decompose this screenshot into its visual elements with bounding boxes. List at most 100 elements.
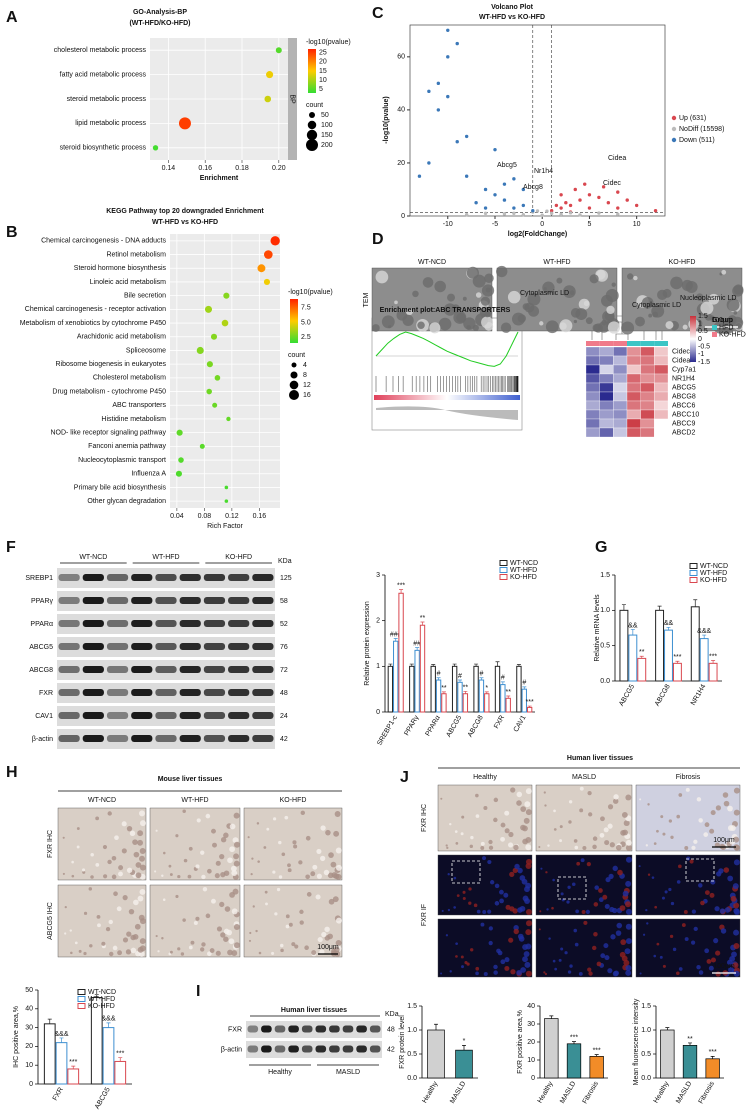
texture <box>730 895 737 902</box>
y-tick-label: Chemical carcinogenesis - DNA adducts <box>41 238 166 245</box>
texture <box>623 820 630 827</box>
bar <box>699 638 709 682</box>
texture <box>475 814 480 818</box>
texture <box>90 852 94 857</box>
texture <box>729 955 736 962</box>
heatmap-cell <box>626 382 641 393</box>
texture <box>440 797 443 800</box>
texture <box>64 932 67 935</box>
texture <box>231 908 238 915</box>
x-tick-label: 0.12 <box>225 513 239 520</box>
y-tick-label: 30 <box>25 1024 33 1031</box>
texture <box>76 845 80 849</box>
dot <box>214 375 221 381</box>
texture <box>82 870 86 874</box>
texture <box>154 870 157 873</box>
texture <box>560 892 564 896</box>
texture <box>524 961 531 968</box>
point <box>616 212 620 216</box>
texture <box>723 800 730 807</box>
image-annotation: Cytoplasmic LD <box>520 290 569 297</box>
texture <box>320 825 326 831</box>
texture <box>468 887 472 891</box>
texture <box>155 934 158 938</box>
texture <box>585 909 590 914</box>
significance: * <box>463 1038 466 1045</box>
blot-band <box>82 666 104 673</box>
texture <box>334 811 341 817</box>
texture <box>718 868 724 874</box>
dot <box>266 71 274 79</box>
texture <box>715 805 722 811</box>
dot <box>223 292 230 299</box>
texture <box>714 906 720 912</box>
texture <box>139 938 146 945</box>
texture <box>118 865 124 871</box>
texture <box>137 946 144 953</box>
texture <box>647 873 651 876</box>
texture <box>74 941 78 945</box>
y-tick-label: 30 <box>527 1021 535 1028</box>
texture <box>205 913 211 919</box>
legend-label: 16 <box>303 392 311 399</box>
x-tick-label: 10 <box>633 221 641 228</box>
texture <box>335 939 342 946</box>
texture <box>729 838 736 845</box>
blot-band <box>58 689 80 696</box>
heatmap-cell <box>613 427 628 438</box>
group-bar <box>640 341 655 346</box>
texture <box>684 937 689 942</box>
texture <box>641 296 654 309</box>
blot-band <box>131 643 153 650</box>
texture <box>525 862 532 869</box>
bar <box>672 662 682 682</box>
heatmap-cell <box>640 355 655 366</box>
dot <box>152 145 159 151</box>
texture <box>616 922 623 929</box>
y-tick-label: 0.5 <box>600 643 610 650</box>
texture <box>211 898 216 904</box>
heatmap-cell <box>613 382 628 393</box>
texture <box>455 942 458 946</box>
texture <box>122 895 128 901</box>
legend-label: 8 <box>303 372 307 379</box>
legend-label: 4 <box>303 362 307 369</box>
legend-label: 12 <box>303 382 311 389</box>
texture <box>642 933 646 936</box>
texture <box>230 865 237 872</box>
texture <box>544 972 548 976</box>
blot-band <box>106 712 129 719</box>
y-tick-label: 1.0 <box>407 1027 417 1034</box>
error-bar <box>572 1041 576 1044</box>
legend-title: Group <box>712 317 733 324</box>
y-tick-label: Ribosome biogenesis in eukaryotes <box>55 361 166 368</box>
texture <box>619 905 626 911</box>
texture <box>638 865 641 868</box>
column-label: WT-HFD <box>181 797 208 804</box>
significance: # <box>479 671 483 678</box>
row-label: FXR IHC <box>421 804 428 832</box>
x-tick-label: 0.08 <box>198 513 212 520</box>
colorbar-tick-label: 1.5 <box>698 313 708 320</box>
texture <box>70 951 73 955</box>
colorbar-tick-label: 20 <box>319 59 327 66</box>
texture <box>212 842 217 848</box>
y-tick-label: Arachidonic acid metabolism <box>77 334 166 341</box>
protein-label: SREBP1 <box>25 575 53 582</box>
texture <box>676 814 681 819</box>
texture <box>78 949 82 953</box>
x-tick-label: 0.04 <box>170 513 184 520</box>
texture <box>276 887 281 892</box>
error-bar <box>657 605 662 611</box>
texture <box>126 867 133 873</box>
blot-band <box>247 1025 259 1033</box>
blot-band <box>82 689 104 696</box>
texture <box>554 967 558 971</box>
dot <box>212 402 218 408</box>
bar <box>660 1029 675 1079</box>
bar <box>682 1045 698 1079</box>
texture <box>298 860 303 865</box>
texture <box>453 310 467 324</box>
blot-band <box>155 643 177 650</box>
texture <box>731 951 737 958</box>
